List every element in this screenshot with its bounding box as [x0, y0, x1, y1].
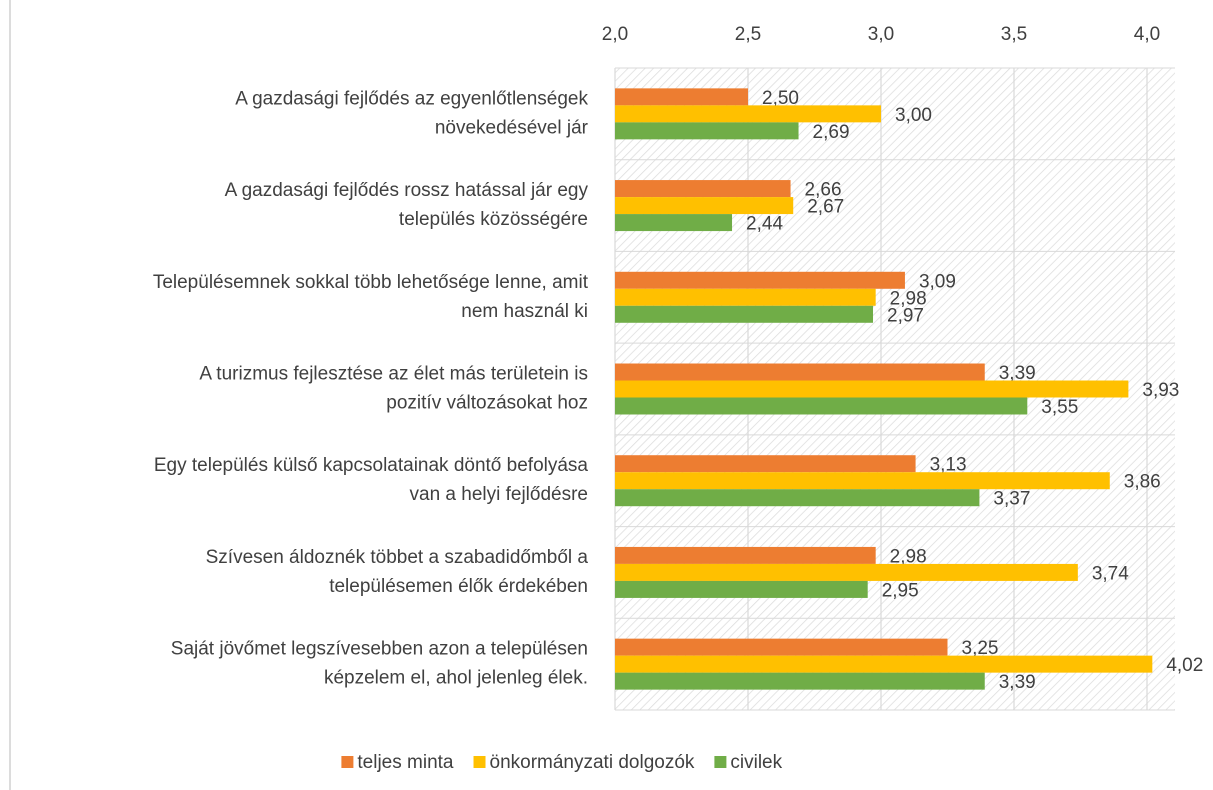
bar — [615, 455, 916, 473]
legend-label: teljes minta — [357, 752, 454, 773]
category-label: Településemnek sokkal több lehetősége le… — [153, 272, 589, 293]
value-label: 2,44 — [746, 214, 783, 235]
value-label: 2,98 — [890, 546, 927, 567]
bar — [615, 305, 874, 323]
value-label: 3,93 — [1142, 380, 1179, 401]
x-tick-label: 2,0 — [602, 24, 628, 45]
bar — [615, 563, 1078, 581]
bar — [615, 271, 905, 289]
bar — [615, 546, 876, 564]
bar — [615, 397, 1028, 415]
category-label: Egy település külső kapcsolatainak döntő… — [154, 455, 589, 476]
value-label: 3,39 — [999, 363, 1036, 384]
bar — [615, 214, 733, 232]
category-label: Szívesen áldoznék többet a szabadidőmből… — [206, 547, 589, 568]
category-label: Saját jövőmet legszívesebben azon a tele… — [171, 639, 588, 660]
legend-swatch — [714, 756, 727, 768]
bar — [615, 180, 791, 198]
x-tick-label: 4,0 — [1134, 24, 1160, 45]
value-label: 3,09 — [919, 271, 956, 292]
bar — [615, 88, 748, 106]
value-label: 2,98 — [890, 288, 927, 309]
value-label: 3,25 — [962, 638, 999, 659]
value-label: 3,13 — [930, 455, 967, 476]
value-label: 3,74 — [1092, 563, 1129, 584]
value-label: 2,69 — [813, 122, 850, 143]
bar — [615, 638, 948, 656]
value-label: 2,95 — [882, 580, 919, 601]
x-tick-label: 2,5 — [735, 24, 761, 45]
category-label: pozitív változásokat hoz — [386, 393, 588, 414]
legend-label: civilek — [730, 752, 782, 773]
value-label: 2,66 — [805, 180, 842, 201]
legend-label: önkormányzati dolgozók — [490, 752, 695, 773]
category-label: településemen élők érdekében — [329, 576, 588, 597]
bar — [615, 380, 1129, 398]
value-label: 4,02 — [1166, 655, 1203, 676]
value-label: 3,86 — [1124, 472, 1161, 493]
value-label: 3,55 — [1041, 397, 1078, 418]
category-label: A gazdasági fejlődés rossz hatással jár … — [225, 180, 589, 201]
bar — [615, 489, 980, 507]
legend-swatch — [341, 756, 354, 768]
category-label: nem használ ki — [461, 301, 588, 322]
bar — [615, 672, 985, 690]
category-label: A turizmus fejlesztése az élet más terül… — [199, 364, 588, 385]
bar — [615, 288, 876, 306]
x-tick-label: 3,5 — [1001, 24, 1027, 45]
value-label: 3,37 — [993, 489, 1030, 510]
bar — [615, 105, 881, 123]
bar — [615, 197, 794, 215]
category-label: növekedésével jár — [435, 117, 589, 138]
value-label: 2,50 — [762, 88, 799, 109]
bar — [615, 655, 1153, 673]
x-tick-label: 3,0 — [868, 24, 894, 45]
bar — [615, 122, 799, 140]
value-label: 2,67 — [807, 197, 844, 218]
bar — [615, 580, 868, 598]
category-label: képzelem el, ahol jelenleg élek. — [324, 668, 588, 689]
legend-swatch — [473, 756, 486, 768]
category-label: van a helyi fejlődésre — [410, 484, 589, 505]
bar — [615, 363, 985, 381]
value-label: 3,39 — [999, 672, 1036, 693]
value-label: 2,97 — [887, 305, 924, 326]
category-label: település közösségére — [399, 209, 588, 230]
category-label: A gazdasági fejlődés az egyenlőtlenségek — [235, 88, 588, 109]
bar — [615, 472, 1110, 490]
value-label: 3,00 — [895, 105, 932, 126]
